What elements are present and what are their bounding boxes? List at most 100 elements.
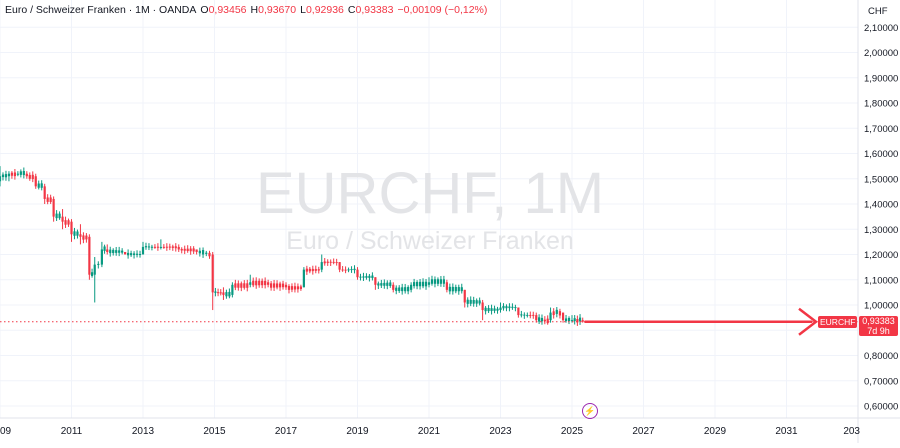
candle-body (106, 249, 109, 252)
candle-body (278, 283, 282, 288)
candle-body (374, 277, 377, 285)
candle-body (448, 286, 451, 292)
candle-body (543, 319, 546, 322)
candle-body (162, 246, 165, 248)
candle-body (350, 269, 353, 271)
candle-body (326, 261, 329, 263)
y-tick-label: 1,30000 (864, 225, 898, 236)
candle-body (314, 269, 317, 271)
candle-body (231, 284, 234, 295)
y-tick-label: 0,60000 (864, 402, 898, 413)
candle-body (55, 213, 58, 219)
legend-symbol[interactable]: Euro / Schweizer Franken · 1M · OANDA (5, 4, 197, 16)
candle-body (22, 171, 25, 176)
y-tick-label: 1,40000 (864, 200, 898, 211)
candle-body (180, 248, 183, 251)
candle-body (225, 292, 228, 297)
candle-body (240, 283, 243, 288)
candle-body (205, 252, 208, 254)
candle-body (529, 315, 532, 317)
candle-body (272, 283, 276, 288)
last-price-value: 0,93383 (862, 316, 895, 326)
candle-body (174, 246, 177, 249)
candle-body (392, 284, 395, 290)
candle-body (418, 281, 422, 287)
arrow-head (798, 307, 819, 336)
candle-body (427, 282, 431, 285)
y-tick-label: 1,10000 (864, 275, 898, 286)
candle-body (341, 269, 344, 271)
candle-body (338, 262, 341, 270)
candle-body (415, 281, 419, 287)
candle-body (234, 283, 237, 288)
candle-body (153, 246, 157, 248)
candle-body (573, 318, 576, 322)
candle-body (496, 308, 499, 311)
last-price-tag: 0,93383 7d 9h (859, 316, 898, 336)
watermark-ticker: EURCHF, 1M (255, 161, 605, 226)
legend-close-label: C (347, 4, 356, 16)
candle-body (481, 302, 484, 311)
candle-body (493, 308, 496, 311)
candle-body (249, 282, 252, 285)
candle-body (549, 312, 552, 321)
candle-body (267, 282, 270, 285)
candle-body (49, 197, 52, 202)
candle-body (335, 262, 338, 264)
candle-body (466, 299, 469, 304)
y-tick-label: 1,20000 (864, 250, 898, 261)
candle-body (311, 268, 314, 272)
x-tick-label: 2011 (61, 426, 83, 437)
candle-body (183, 248, 186, 251)
lightning-icon[interactable]: ⚡ (582, 403, 598, 419)
candle-body (380, 283, 383, 286)
candle-body (4, 174, 8, 178)
candle-body (371, 275, 374, 279)
candle-body (127, 252, 130, 256)
candle-body (520, 314, 523, 316)
candle-body (344, 269, 347, 271)
candle-body (290, 286, 294, 290)
candle-body (129, 253, 133, 256)
x-tick-label: 2019 (346, 426, 369, 437)
candle-body (581, 320, 584, 322)
candle-body (115, 250, 118, 253)
candle-body (546, 318, 549, 324)
candle-body (25, 173, 28, 177)
candle-body (502, 305, 505, 309)
x-tick-label: 09 (0, 426, 12, 437)
candle-body (168, 246, 171, 248)
candle-body (90, 272, 94, 276)
candle-body (535, 315, 538, 321)
candle-body (132, 253, 136, 256)
candle-body (237, 283, 240, 288)
candle-body (46, 197, 49, 202)
candle-body (576, 319, 579, 323)
candle-body (436, 279, 440, 284)
candle-body (58, 213, 61, 219)
candle-body (1, 174, 5, 178)
x-tick-label: 2017 (275, 426, 298, 437)
candle-body (264, 280, 267, 286)
overlay-layer (0, 307, 858, 336)
x-tick-label: 2025 (561, 426, 584, 437)
candle-body (320, 262, 323, 270)
candle-body (79, 234, 82, 237)
candle-body (147, 246, 151, 248)
candle-body (564, 318, 568, 322)
candle-body (401, 287, 404, 292)
candle-body (171, 246, 174, 248)
x-tick-label: 2031 (775, 426, 798, 437)
candle-body (561, 312, 565, 321)
candle-body (103, 246, 106, 251)
x-tick-label: 2027 (632, 426, 655, 437)
candle-body (16, 173, 19, 175)
candle-body (195, 249, 198, 252)
candle-body (454, 286, 457, 292)
candle-body (177, 246, 180, 250)
candle-body (293, 286, 297, 290)
candle-body (258, 280, 261, 286)
legend-low-value: 0,92936 (305, 4, 344, 16)
